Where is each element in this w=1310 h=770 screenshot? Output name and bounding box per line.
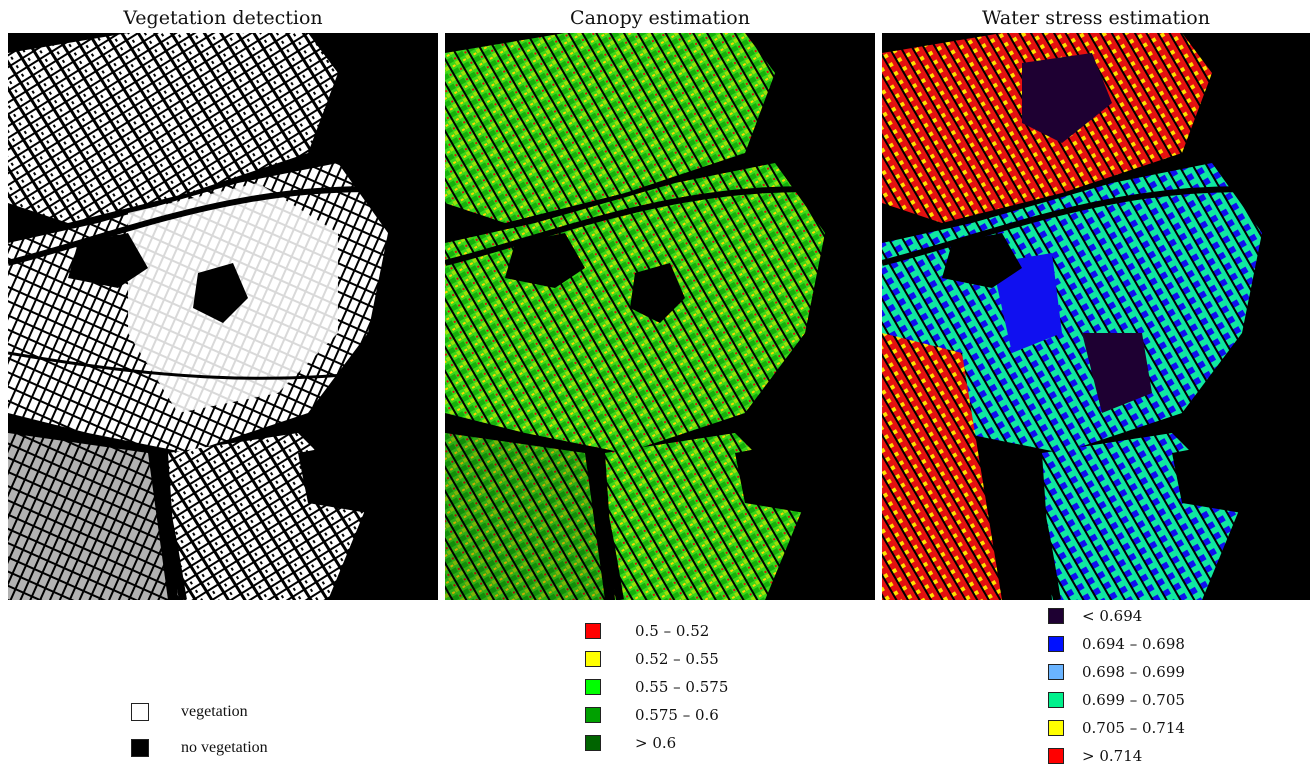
legend-swatch xyxy=(1048,608,1064,624)
canopy-map xyxy=(445,33,875,600)
legend-swatch xyxy=(585,735,601,751)
legend-label: 0.52 – 0.55 xyxy=(635,650,719,668)
legend-swatch xyxy=(1048,748,1064,764)
legend-label: > 0.714 xyxy=(1082,747,1143,765)
legend-swatch xyxy=(1048,692,1064,708)
legend-label: 0.694 – 0.698 xyxy=(1082,635,1185,653)
legend-label: < 0.694 xyxy=(1082,607,1143,625)
legend-swatch xyxy=(585,679,601,695)
legend-label: 0.699 – 0.705 xyxy=(1082,691,1185,709)
legend-swatch xyxy=(1048,636,1064,652)
legend-label: vegetation xyxy=(181,703,248,720)
legend-label: 0.5 – 0.52 xyxy=(635,622,710,640)
legend-swatch xyxy=(1048,664,1064,680)
panel-title: Canopy estimation xyxy=(570,7,750,29)
legend-swatch xyxy=(1048,720,1064,736)
legend-label: > 0.6 xyxy=(635,734,677,752)
water-stress-legend: < 0.694 0.694 – 0.698 0.698 – 0.699 0.69… xyxy=(1048,606,1288,768)
legend-swatch xyxy=(131,703,149,721)
legend-label: 0.698 – 0.699 xyxy=(1082,663,1185,681)
vegetation-legend: vegetation no vegetation xyxy=(131,702,351,762)
water-stress-map xyxy=(882,33,1310,600)
legend-swatch xyxy=(585,707,601,723)
legend-label: no vegetation xyxy=(181,739,268,756)
panel-title: Water stress estimation xyxy=(982,7,1210,29)
legend-swatch xyxy=(585,651,601,667)
legend-swatch xyxy=(131,739,149,757)
legend-label: 0.55 – 0.575 xyxy=(635,678,729,696)
legend-label: 0.705 – 0.714 xyxy=(1082,719,1185,737)
canopy-legend: 0.5 – 0.52 0.52 – 0.55 0.55 – 0.575 0.57… xyxy=(585,621,805,761)
panel-title: Vegetation detection xyxy=(123,7,323,29)
vegetation-map xyxy=(8,33,438,600)
legend-swatch xyxy=(585,623,601,639)
legend-label: 0.575 – 0.6 xyxy=(635,706,719,724)
